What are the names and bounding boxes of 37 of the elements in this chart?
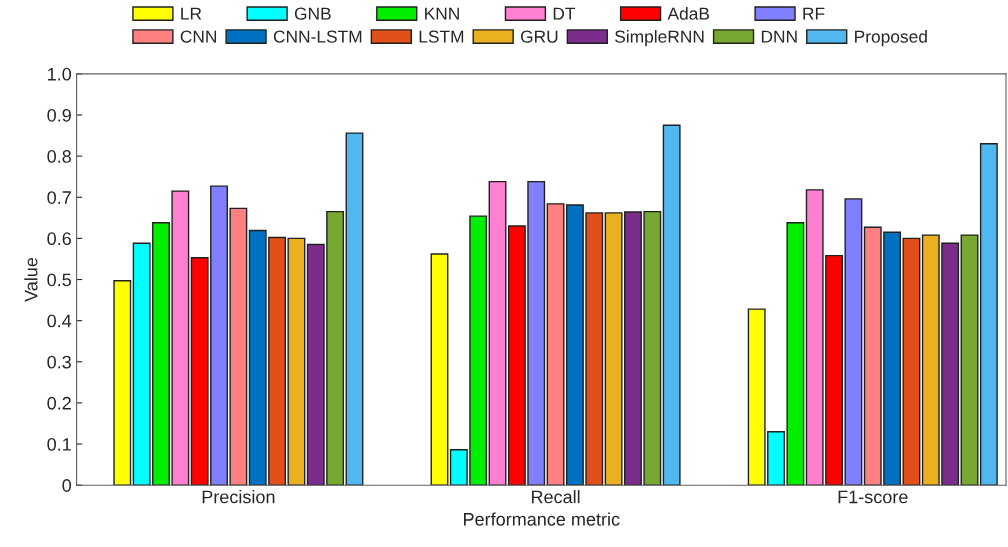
y-tick-label: 0.4 [47,314,72,328]
y-tick-label: 1.0 [48,67,72,81]
legend-label: DT [553,7,576,20]
legend-label: GNB [294,7,331,20]
y-tick-label: 0.2 [47,396,71,410]
legend-label: AdaB [667,7,710,20]
legend-label: CNN [180,30,217,43]
x-tick-label: Precision [202,490,275,504]
bar [902,237,921,486]
legend-label: DNN [761,30,797,43]
legend-label: CNN-LSTM [273,30,362,43]
y-tick-label: 0.6 [47,232,71,246]
bar [430,253,449,486]
legend-label: KNN [425,7,459,20]
legend-label: Proposed [855,30,927,47]
y-tick-label: 0.8 [47,150,71,163]
y-tick-label: 0.1 [47,437,71,451]
y-tick-label: 0 [62,479,72,492]
legend-label: LR [181,7,202,20]
y-tick-label: 0.5 [47,273,71,287]
bar [662,124,681,486]
legend-label: RF [803,7,825,20]
y-tick-label: 0.3 [47,355,71,369]
legend-label: GRU [520,30,558,43]
x-axis-title: Performance metric [464,512,620,526]
y-axis-title: Value [24,257,38,302]
bar [979,143,998,486]
bar [960,234,979,486]
x-tick-label: Recall [531,490,580,504]
legend-label: SimpleRNN [615,30,704,47]
y-tick-label: 0.7 [47,191,71,204]
bar [113,280,132,486]
y-tick-label: 0.9 [47,108,71,122]
x-tick-label: F1-score [838,490,908,504]
bar [488,180,507,486]
legend-label: LSTM [419,30,464,43]
bar [345,132,364,486]
